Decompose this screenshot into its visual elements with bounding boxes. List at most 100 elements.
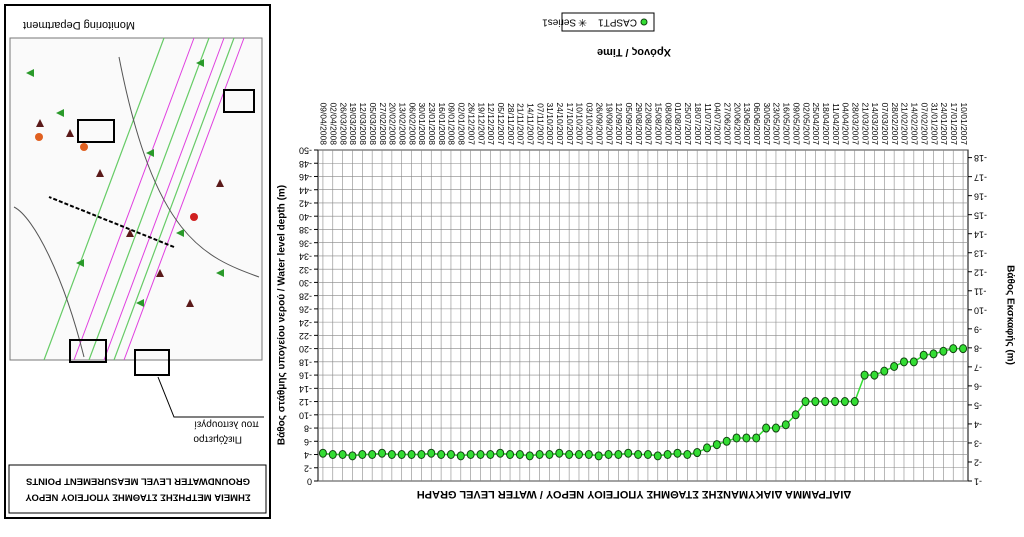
x-tick-label: 21/02/2007	[900, 102, 910, 145]
y-tick-label: -10	[974, 305, 987, 315]
callout-arrow	[157, 376, 264, 418]
map-line	[48, 196, 175, 248]
x-tick-label: 02/04/2008	[329, 102, 339, 145]
data-point	[771, 423, 780, 433]
x-tick-label: 09/01/2008	[447, 102, 457, 145]
x-tick-label: 15/08/2007	[654, 102, 664, 145]
map-road	[43, 37, 235, 361]
data-point	[959, 344, 968, 354]
legend-label: Series1	[542, 16, 576, 27]
y-tick-label: -16	[974, 191, 987, 201]
data-point	[466, 450, 475, 460]
data-point	[525, 451, 534, 461]
y2-tick-label: -42	[299, 199, 312, 209]
y-tick-label: -5	[974, 401, 982, 411]
data-point	[860, 370, 869, 380]
x-tick-label: 27/06/2007	[722, 102, 732, 145]
panel-header	[8, 464, 267, 514]
x-tick-label: 18/04/2007	[821, 102, 831, 145]
x-tick-label: 10/10/2007	[575, 102, 585, 145]
data-point	[486, 450, 495, 460]
x-tick-label: 05/03/2008	[368, 102, 378, 145]
y2-tick-label: -10	[299, 410, 312, 420]
data-point	[545, 450, 554, 460]
callout-text: που λειτουργεί	[194, 418, 259, 430]
data-point	[791, 410, 800, 420]
y2-tick-label: -14	[299, 384, 312, 394]
data-point	[427, 448, 436, 458]
x-tick-label: 28/02/2007	[890, 102, 900, 145]
y2-tick-label: -12	[299, 397, 312, 407]
y2-tick-label: -22	[299, 331, 312, 341]
y-tick-label: -3	[974, 439, 982, 449]
x-tick-label: 02/01/2008	[457, 102, 467, 145]
data-point	[801, 397, 810, 407]
y2-tick-label: -18	[299, 357, 312, 367]
y2-axis-title: Βάθος στάθμης υπογείου νερού / Water lev…	[277, 185, 288, 445]
x-tick-label: 12/03/2008	[358, 102, 368, 145]
legend-marker	[640, 18, 648, 26]
x-tick-label: 30/05/2007	[762, 102, 772, 145]
plot-area	[317, 149, 969, 482]
map-box	[77, 119, 115, 143]
x-tick-label: 04/07/2007	[713, 102, 723, 145]
x-tick-label: 05/09/2007	[624, 102, 634, 145]
x-tick-label: 06/06/2007	[752, 102, 762, 145]
y-tick-label: -18	[974, 153, 987, 163]
x-tick-label: 19/12/2007	[476, 102, 486, 145]
map-box	[223, 89, 255, 113]
x-tick-label: 19/03/2008	[348, 102, 358, 145]
data-point	[634, 450, 643, 460]
x-tick-label: 20/06/2007	[732, 102, 742, 145]
x-tick-label: 13/02/2008	[397, 102, 407, 145]
legend	[561, 12, 655, 32]
panel-border	[4, 4, 271, 519]
data-point	[506, 450, 515, 460]
data-point	[880, 366, 889, 376]
x-tick-label: 26/09/2007	[594, 102, 604, 145]
data-point	[811, 397, 820, 407]
x-tick-label: 14/02/2007	[910, 102, 920, 145]
x-tick-label: 26/03/2008	[338, 102, 348, 145]
data-point	[338, 450, 347, 460]
legend-label: CASPT1	[598, 16, 637, 27]
x-tick-label: 12/12/2007	[486, 102, 496, 145]
data-point	[712, 440, 721, 450]
data-point	[515, 450, 524, 460]
y2-tick-label: -20	[299, 344, 312, 354]
y2-tick-label: -50	[299, 146, 312, 156]
x-tick-label: 31/10/2007	[545, 102, 555, 145]
y2-tick-label: -36	[299, 238, 312, 248]
data-point	[693, 448, 702, 458]
y2-tick-label: -4	[304, 450, 312, 460]
data-point	[476, 450, 485, 460]
x-tick-label: 16/05/2007	[782, 102, 792, 145]
data-point	[840, 397, 849, 407]
data-point	[762, 423, 771, 433]
y2-tick-label: -28	[299, 291, 312, 301]
data-point	[348, 451, 357, 461]
y-axis-title: Βάθος Εκσκαφής (m)	[1004, 265, 1015, 365]
x-tick-label: 28/03/2007	[850, 102, 860, 145]
x-tick-label: 23/01/2008	[427, 102, 437, 145]
data-point	[397, 450, 406, 460]
panel-title: ΣΗΜΕΙΑ ΜΕΤΡΗΣΗΣ ΣΤΑΘΜΗΣ ΥΠΟΓΕΙΟΥ ΝΕΡΟΥ	[25, 491, 251, 502]
x-tick-label: 14/03/2007	[870, 102, 880, 145]
x-tick-label: 23/05/2007	[772, 102, 782, 145]
map	[9, 37, 263, 376]
x-tick-label: 17/01/2007	[949, 102, 959, 145]
map-box	[134, 349, 170, 376]
data-point	[949, 344, 958, 354]
x-tick-label: 24/01/2007	[939, 102, 949, 145]
x-tick-label: 22/08/2007	[644, 102, 654, 145]
data-point	[850, 397, 859, 407]
data-point	[890, 361, 899, 371]
data-point	[446, 450, 455, 460]
x-tick-label: 19/09/2007	[604, 102, 614, 145]
data-point	[358, 450, 367, 460]
y-tick-label: -11	[974, 286, 986, 296]
y2-tick-label: -24	[299, 318, 312, 328]
chart-title: ΔΙΑΓΡΑΜΜΑ ΔΙΑΚΥΜΑΝΣΗΣ ΣΤΑΘΜΗΣ ΥΠΟΓΕΙΟΥ Ν…	[417, 488, 852, 500]
map-box	[69, 339, 107, 363]
